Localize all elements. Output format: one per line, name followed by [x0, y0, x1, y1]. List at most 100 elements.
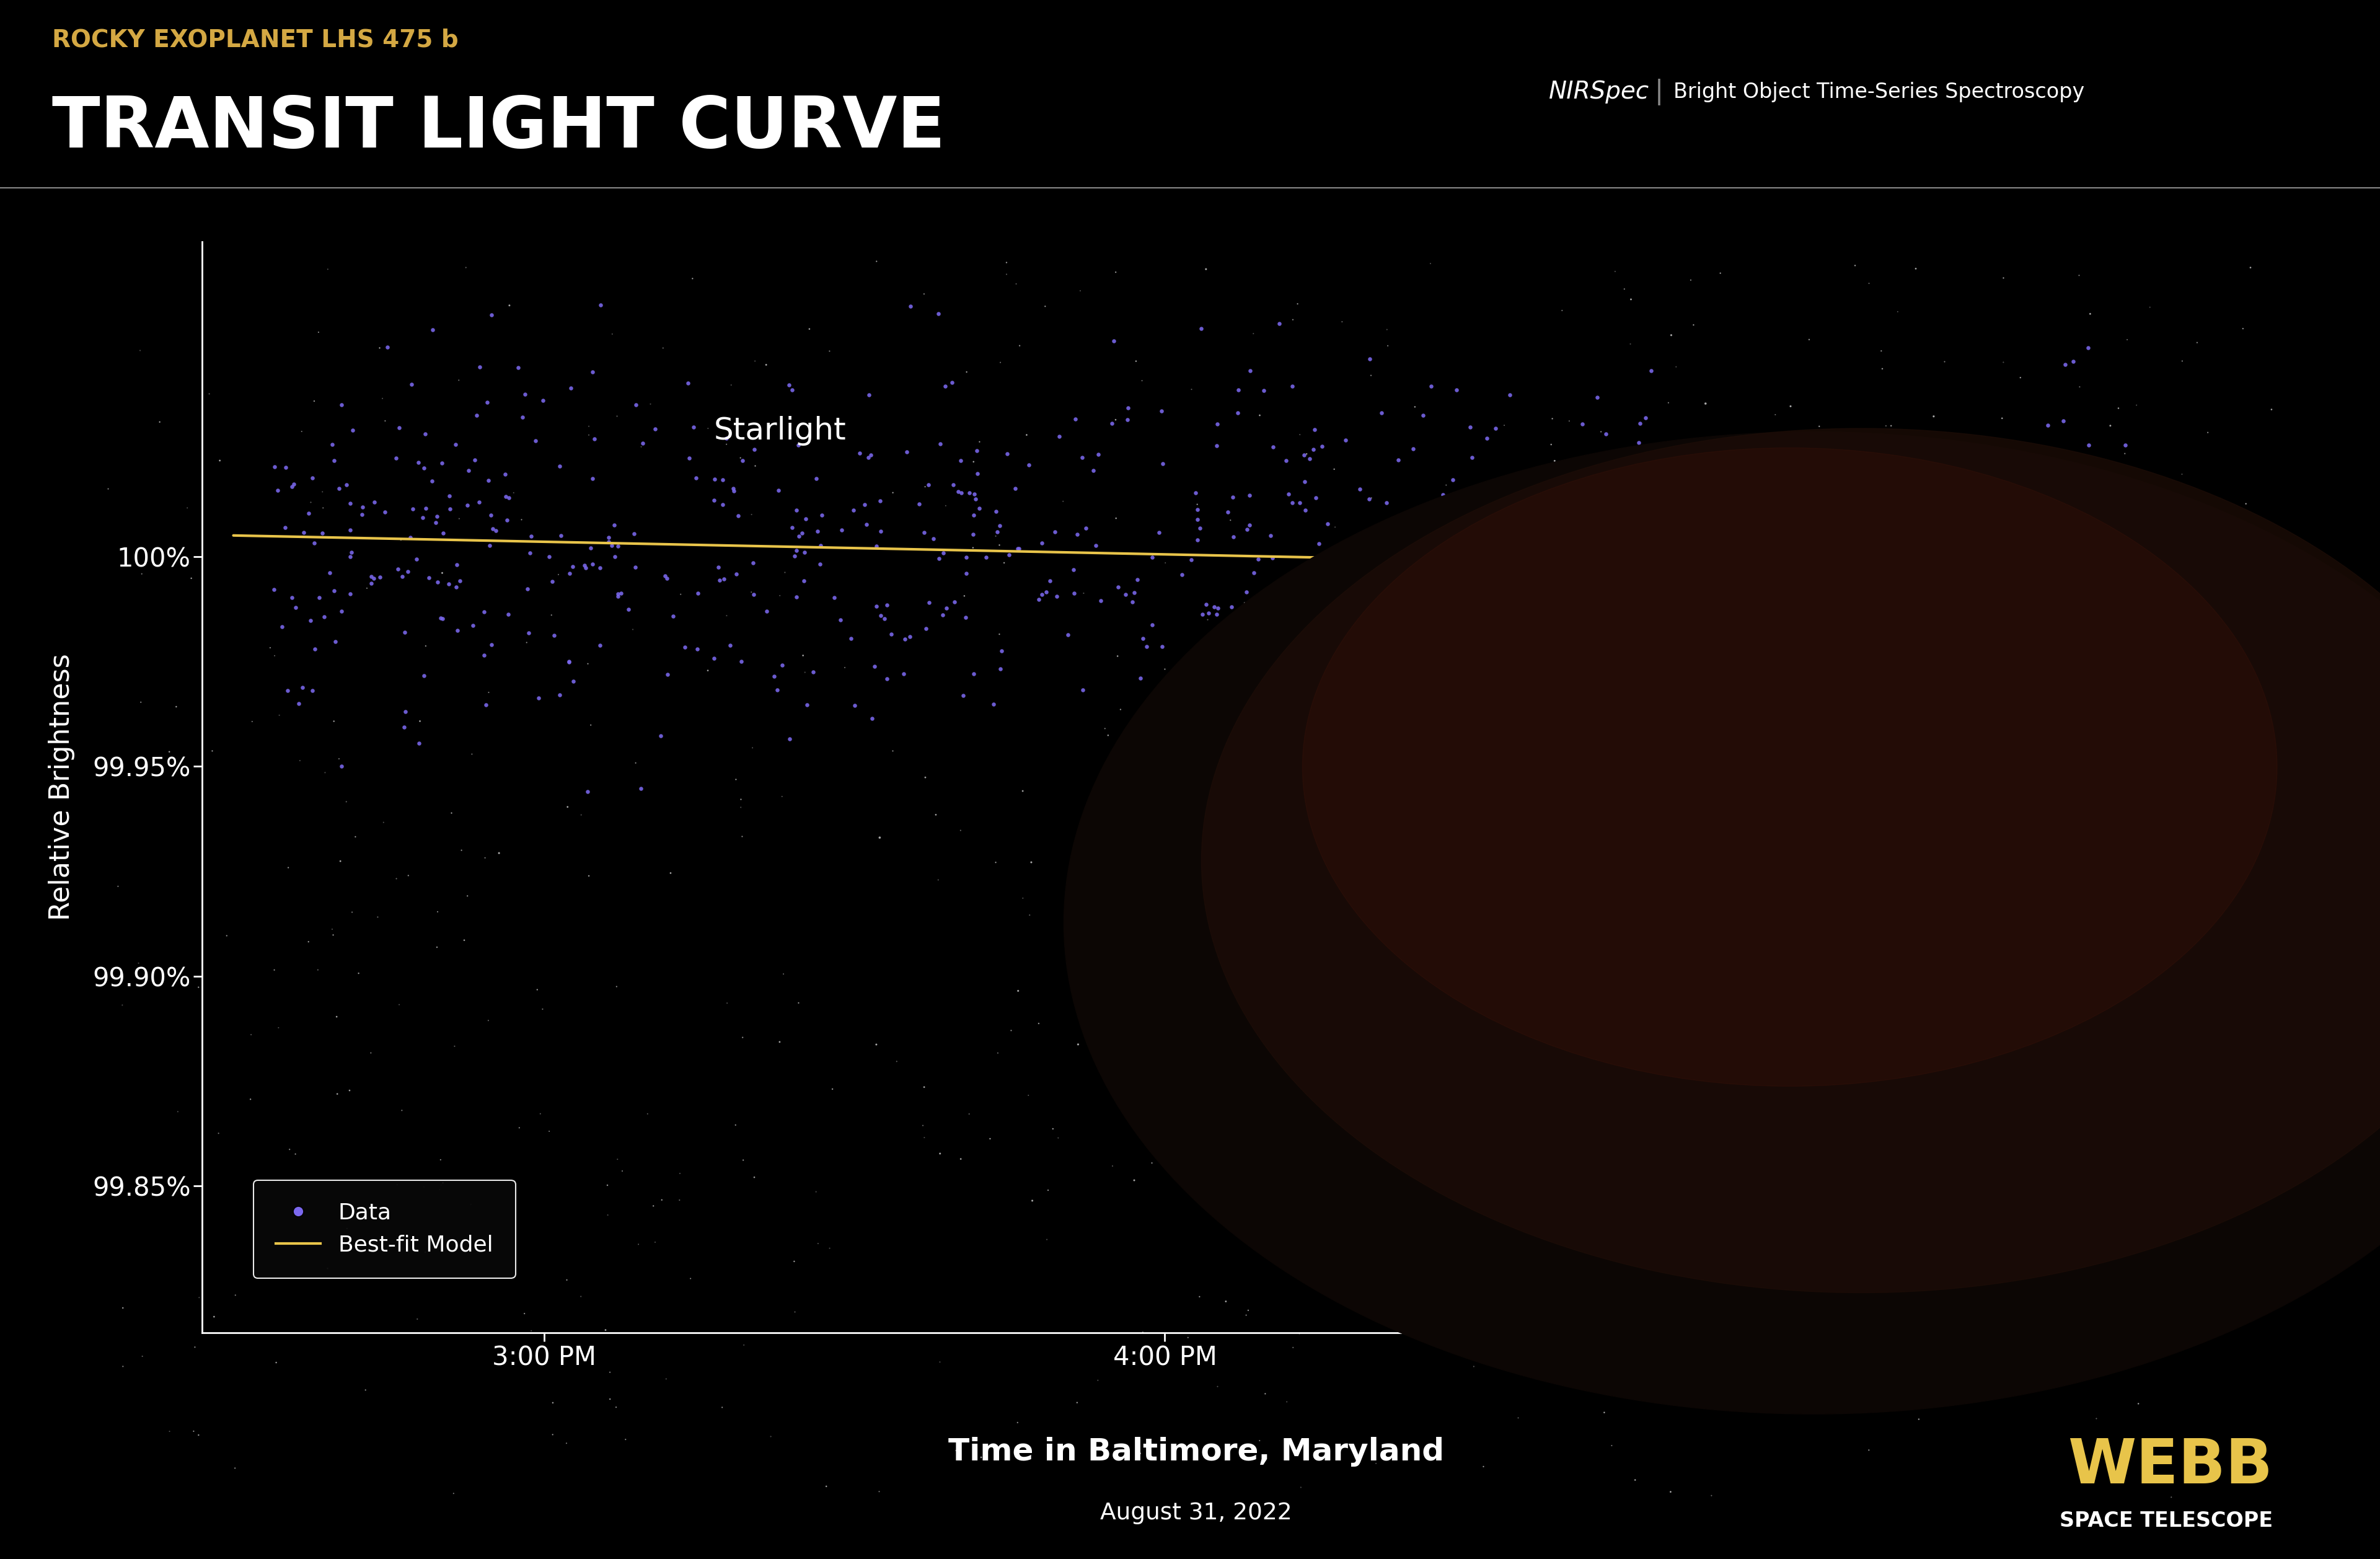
Point [1116, 580, 1154, 605]
Point [1430, 666, 1468, 691]
Point [1116, 1168, 1154, 1193]
Point [1461, 496, 1499, 521]
Point [921, 432, 959, 457]
Point [581, 555, 619, 580]
Point [1066, 516, 1104, 541]
Point [1518, 723, 1557, 748]
Point [616, 555, 654, 580]
Point [1564, 571, 1602, 596]
Point [457, 447, 495, 472]
Point [2163, 349, 2202, 374]
Point [981, 349, 1019, 374]
Point [2071, 301, 2109, 326]
Point [647, 1366, 685, 1391]
Point [904, 1113, 942, 1138]
Point [1897, 256, 1935, 281]
Point [571, 712, 609, 737]
Point [1440, 910, 1478, 935]
Point [1285, 469, 1323, 494]
Point [1000, 979, 1038, 1004]
Point [317, 630, 355, 655]
Point [505, 405, 543, 430]
Point [1549, 465, 1587, 490]
Point [124, 1344, 162, 1369]
Point [1442, 1082, 1480, 1107]
Point [217, 1283, 255, 1308]
Point [1597, 259, 1635, 284]
Point [857, 1032, 895, 1057]
Point [1449, 664, 1488, 689]
Point [1526, 552, 1564, 577]
Point [2152, 1484, 2190, 1509]
Point [1468, 490, 1507, 514]
Point [1307, 1280, 1345, 1305]
Point [602, 582, 640, 606]
Point [1092, 914, 1130, 939]
Point [476, 518, 514, 543]
Point [643, 723, 681, 748]
Point [1911, 1174, 1949, 1199]
Point [1768, 1001, 1806, 1026]
Point [1178, 497, 1216, 522]
Point [469, 390, 507, 415]
Point [976, 692, 1014, 717]
Point [643, 1188, 681, 1213]
Point [650, 661, 688, 686]
Point [1464, 507, 1502, 532]
Point [1480, 611, 1518, 636]
Legend: Data, Best-fit Model: Data, Best-fit Model [252, 1180, 516, 1278]
Point [447, 493, 486, 518]
Point [1952, 666, 1990, 691]
Point [1649, 850, 1687, 875]
Point [907, 616, 945, 641]
Point [324, 753, 362, 778]
Point [440, 368, 478, 393]
Point [1454, 1355, 1492, 1380]
Point [436, 432, 474, 457]
Point [1364, 401, 1402, 426]
Point [512, 541, 550, 566]
Point [2082, 491, 2121, 516]
Point [635, 1230, 674, 1255]
Point [614, 617, 652, 642]
Point [171, 566, 209, 591]
Point [988, 249, 1026, 274]
Point [1752, 845, 1790, 870]
Point [1849, 271, 1887, 296]
Point [1752, 1255, 1790, 1280]
Point [1495, 681, 1533, 706]
Point [1357, 524, 1395, 549]
Point [464, 642, 502, 667]
Point [962, 429, 1000, 454]
Point [2028, 1320, 2066, 1345]
Point [1390, 624, 1428, 649]
Point [1395, 703, 1433, 728]
Point [386, 619, 424, 644]
Point [1280, 1320, 1319, 1345]
Point [359, 904, 397, 929]
Point [295, 636, 333, 661]
Point [1771, 733, 1809, 758]
Point [471, 302, 509, 327]
Point [100, 875, 138, 900]
Point [469, 468, 507, 493]
Point [976, 499, 1014, 524]
Point [455, 613, 493, 638]
Point [812, 1236, 850, 1261]
Point [1404, 513, 1442, 538]
Point [1219, 377, 1257, 402]
Point [1859, 639, 1897, 664]
Point [1637, 1269, 1676, 1294]
Point [1775, 962, 1814, 987]
Point [635, 416, 674, 441]
Point [1033, 1116, 1071, 1141]
Point [1745, 946, 1783, 971]
Point [1818, 627, 1856, 652]
Point [550, 650, 588, 675]
Point [614, 521, 652, 546]
Point [1771, 642, 1809, 667]
Point [1811, 1172, 1849, 1197]
Point [950, 1102, 988, 1127]
Point [1411, 599, 1449, 624]
Point [1269, 482, 1307, 507]
